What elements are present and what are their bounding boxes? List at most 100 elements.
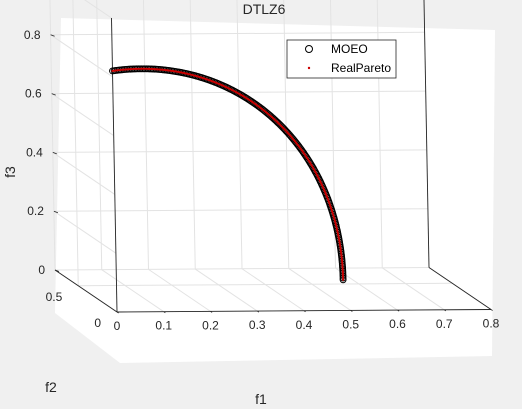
grid-line <box>381 267 445 311</box>
x-axis-ticks: 0 0.1 0.2 0.3 0.4 0.5 0.6 0.7 0.8 <box>114 309 500 333</box>
realpareto-point <box>121 68 124 71</box>
realpareto-point <box>341 261 344 264</box>
realpareto-point <box>146 67 150 70</box>
realpareto-point <box>339 251 343 254</box>
realpareto-point <box>135 67 138 70</box>
z-tick-mark <box>52 152 57 155</box>
realpareto-point <box>335 227 339 231</box>
grid-line <box>194 268 258 312</box>
legend-marker-realpareto <box>307 66 311 70</box>
realpareto-point <box>337 234 340 237</box>
realpareto-point <box>339 247 342 251</box>
realpareto-point <box>341 270 344 273</box>
realpareto-point <box>340 259 344 262</box>
grid-line <box>148 268 211 312</box>
x-tick-label: 0.7 <box>436 317 453 331</box>
realpareto-point <box>339 244 342 247</box>
realpareto-point <box>341 264 344 268</box>
legend-label-moeo: MOEO <box>331 42 368 56</box>
realpareto-point <box>337 236 340 239</box>
realpareto-point <box>337 237 341 241</box>
realpareto-point <box>142 67 145 70</box>
x-tick-mark <box>350 310 353 312</box>
chart-title: DTLZ6 <box>243 1 286 17</box>
realpareto-point <box>341 266 344 269</box>
x-tick-mark <box>257 310 260 313</box>
x-tick-mark <box>397 309 400 312</box>
realpareto-point <box>111 69 114 73</box>
z-tick-mark <box>53 210 59 214</box>
grid-line <box>54 267 430 271</box>
z-tick-label: 0.8 <box>24 28 41 42</box>
realpareto-point <box>339 249 342 252</box>
realpareto-point <box>151 67 154 71</box>
realpareto-point <box>113 69 116 72</box>
grid-line <box>142 0 149 270</box>
realpareto-point <box>336 231 339 234</box>
realpareto-point <box>338 239 341 242</box>
grid-line <box>50 31 425 36</box>
realpareto-point <box>137 67 140 70</box>
realpareto-point <box>134 67 137 70</box>
realpareto-point <box>341 273 345 276</box>
realpareto-point <box>340 256 343 259</box>
realpareto-point <box>150 67 153 71</box>
legend: MOEO RealPareto <box>286 39 397 79</box>
realpareto-point <box>341 263 344 266</box>
realpareto-point <box>119 68 122 72</box>
z-tick-mark <box>50 34 55 37</box>
x-tick-label: 0.8 <box>483 317 500 331</box>
x-tick-label: 0.4 <box>296 318 313 332</box>
realpareto-point <box>340 258 343 261</box>
legend-marker-moeo <box>305 45 313 53</box>
x-tick-label: 0.3 <box>249 318 266 332</box>
series-realpareto <box>111 67 345 281</box>
y-tick-label: 0.5 <box>46 290 63 304</box>
x-tick-label: 0.2 <box>202 318 219 332</box>
z-tick-label: 0.4 <box>26 145 43 159</box>
x-tick-mark <box>490 309 493 311</box>
x-tick-mark <box>163 311 166 314</box>
y-tick-label: 0 <box>94 316 101 330</box>
realpareto-point <box>129 68 132 71</box>
grid-line <box>72 0 79 286</box>
realpareto-point <box>340 252 343 256</box>
series-moeo <box>109 65 347 284</box>
legend-label-realpareto: RealPareto <box>331 61 391 75</box>
x-tick-label: 0.1 <box>155 319 172 333</box>
grid-line <box>53 210 117 254</box>
realpareto-point <box>339 246 342 249</box>
grid-line <box>283 0 290 269</box>
x-tick-mark <box>116 311 119 314</box>
realpareto-point <box>342 278 345 281</box>
realpareto-point <box>130 67 134 71</box>
grid-line <box>50 34 113 78</box>
realpareto-point <box>140 67 143 70</box>
realpareto-point <box>336 232 340 236</box>
realpareto-point <box>341 268 344 271</box>
x-tick-label: 0.5 <box>342 317 359 331</box>
realpareto-point <box>156 68 159 71</box>
grid-line <box>96 0 103 270</box>
y-axis-label: f2 <box>45 379 57 395</box>
realpareto-point <box>114 69 117 72</box>
grid-line <box>84 0 112 19</box>
grid-line <box>51 93 114 137</box>
realpareto-point <box>124 68 127 71</box>
floor-edge <box>428 267 492 310</box>
back-edge <box>423 0 430 268</box>
y-axis-line <box>54 269 118 313</box>
x-tick-mark <box>210 311 213 313</box>
z-axis-label: f3 <box>2 166 18 178</box>
realpareto-point <box>338 241 341 244</box>
legend-box <box>286 39 397 79</box>
realpareto-point <box>341 276 345 280</box>
grid-line <box>241 268 305 312</box>
realpareto-point <box>341 275 345 278</box>
realpareto-point <box>158 68 161 71</box>
x-tick-mark <box>303 310 306 313</box>
z-tick-label: 0 <box>38 263 45 277</box>
z-tick-label: 0.6 <box>25 87 42 101</box>
realpareto-point <box>138 67 142 70</box>
